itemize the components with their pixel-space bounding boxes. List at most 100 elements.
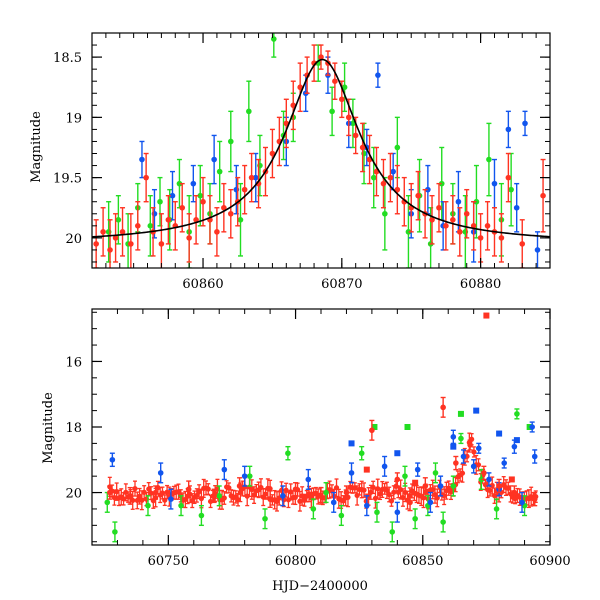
blue-data-point	[414, 462, 421, 477]
blue-data-point	[475, 442, 482, 454]
y-tick-label: 19.5	[53, 172, 82, 187]
green-data-point	[389, 521, 396, 543]
plot-frame	[91, 308, 551, 546]
data-point	[297, 490, 303, 512]
green-data-point	[338, 504, 345, 527]
data-point	[459, 463, 466, 483]
red-data-point	[107, 219, 113, 268]
green-data-point	[486, 122, 492, 197]
blue-data-point	[109, 452, 116, 468]
blue-data-point	[211, 134, 217, 185]
model-fit-curve	[92, 58, 550, 238]
green-data-point	[382, 176, 388, 251]
red-data-point	[290, 80, 297, 131]
red-data-point	[394, 472, 401, 487]
blue-data-point	[519, 491, 525, 513]
green-data-point	[458, 432, 464, 445]
green-data-point	[157, 176, 163, 227]
red-data-point	[100, 207, 106, 257]
red-data-point	[318, 44, 324, 70]
green-data-point	[493, 498, 500, 520]
y-tick-label: 20	[65, 487, 82, 502]
red-data-point	[152, 485, 159, 500]
red-data-point	[467, 439, 473, 451]
red-data-point	[380, 158, 387, 209]
blue-data-point	[348, 462, 355, 484]
red-data-point	[165, 194, 172, 245]
blue-data-point	[501, 457, 508, 469]
blue-upper-point	[473, 407, 480, 414]
blue-data-point	[381, 455, 388, 477]
red-upper-point	[483, 312, 490, 319]
green-data-point	[237, 182, 244, 257]
x-tick-label: 60850	[402, 554, 443, 569]
red-data-point	[332, 62, 338, 100]
green-data-point	[341, 62, 348, 113]
blue-upper-point	[348, 440, 355, 447]
red-data-point	[481, 465, 487, 481]
x-tick-label: 60750	[148, 554, 189, 569]
top-panel-zoom-lightcurve: 60860 60870 60880 18.5 19 19.5 20	[53, 32, 551, 292]
red-data-point	[93, 219, 99, 268]
blue-data-point	[190, 164, 197, 203]
bottom-y-axis-label: Magnitude	[41, 392, 56, 464]
green-data-point	[432, 462, 439, 484]
blue-data-point	[460, 449, 467, 464]
red-data-point	[214, 207, 220, 257]
red-upper-point	[412, 479, 419, 486]
red-data-point	[519, 219, 526, 268]
red-data-point	[304, 56, 310, 94]
red-data-point	[179, 182, 186, 233]
green-upper-point	[404, 424, 411, 430]
red-data-point	[221, 182, 227, 233]
green-data-point	[198, 504, 205, 527]
blue-upper-point	[513, 437, 520, 444]
red-data-point	[359, 122, 366, 173]
blue-data-point	[168, 488, 174, 510]
blue-upper-point	[496, 430, 503, 437]
data-point	[398, 479, 404, 500]
green-data-point	[425, 495, 431, 517]
red-data-point	[477, 213, 484, 263]
green-upper-point	[457, 410, 464, 417]
green-data-point	[227, 110, 234, 173]
red-data-point	[453, 455, 459, 471]
x-tick-label: 60800	[275, 554, 316, 569]
blue-data-point	[513, 182, 520, 233]
red-data-point	[311, 44, 317, 82]
red-data-point	[128, 213, 134, 268]
blue-data-point	[241, 465, 248, 487]
green-data-point	[285, 445, 291, 461]
red-data-point	[470, 201, 477, 251]
plot-frame	[91, 32, 551, 269]
green-data-point	[412, 508, 418, 530]
x-tick-label: 60860	[182, 277, 223, 292]
green-data-point	[147, 194, 154, 257]
green-data-point	[145, 495, 151, 517]
y-tick-label: 18.5	[53, 51, 82, 66]
red-data-point	[463, 188, 470, 239]
blue-data-point	[529, 421, 535, 433]
blue-data-point	[486, 472, 492, 487]
red-data-point	[135, 201, 141, 251]
y-tick-label: 19	[65, 111, 82, 126]
blue-data-point	[470, 459, 477, 474]
green-data-point	[271, 33, 277, 58]
red-data-point	[496, 478, 502, 494]
blue-data-point	[534, 231, 541, 268]
data-point	[132, 480, 138, 497]
red-data-point	[343, 485, 350, 500]
blue-data-point	[427, 491, 434, 513]
data-point	[400, 488, 406, 507]
green-upper-point	[371, 424, 378, 430]
data-point	[475, 458, 482, 472]
blue-upper-point	[450, 443, 457, 450]
red-data-point	[292, 482, 299, 497]
red-data-point	[200, 176, 206, 227]
data-point	[221, 491, 227, 505]
x-tick-label: 60880	[460, 277, 501, 292]
bottom-panel-full-lightcurve: 60750 60800 60850 60900 16 18 20	[65, 308, 571, 569]
red-data-point	[531, 491, 538, 507]
y-tick-label: 20	[65, 232, 82, 247]
red-data-point	[318, 486, 324, 505]
